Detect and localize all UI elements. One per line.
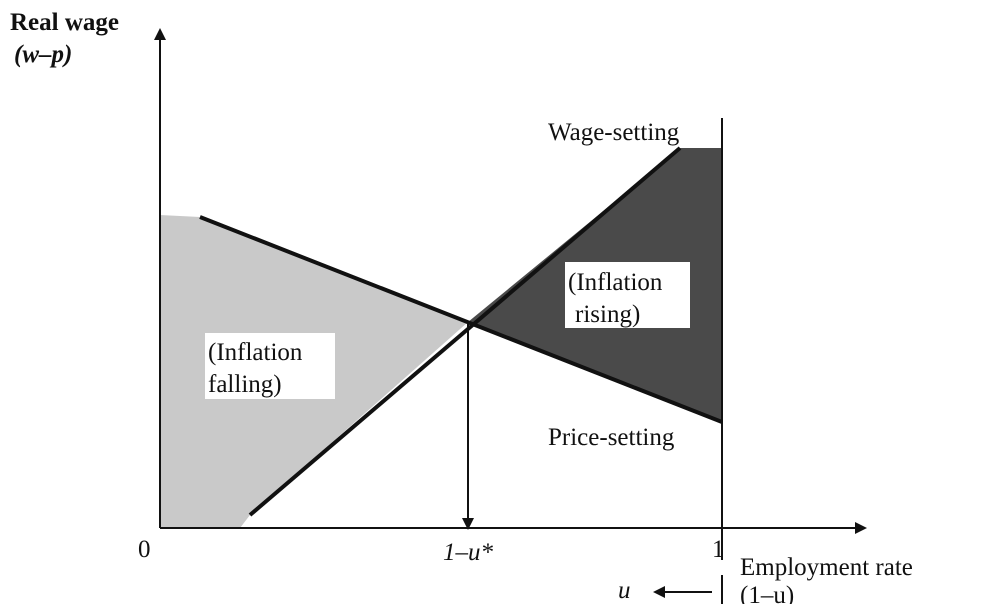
label-bg [565, 262, 690, 328]
region-label: rising) [575, 301, 640, 328]
y-label: Real wage [10, 9, 119, 36]
wage-setting-line [248, 146, 682, 517]
equilibrium-label: 1–u* [443, 539, 494, 566]
region-label: (Inflation [568, 269, 663, 296]
origin-label: 0 [138, 536, 151, 563]
price-setting-line [199, 215, 723, 424]
wage-setting-label: Wage-setting [548, 119, 680, 146]
u-label: u [618, 577, 631, 604]
price-setting-label: Price-setting [548, 424, 675, 451]
x-symbol: (1–u) [740, 582, 794, 604]
full-label: 1 [712, 536, 725, 563]
region-label: falling) [208, 371, 282, 398]
x-label: Employment rate [740, 554, 913, 581]
region-label: (Inflation [208, 339, 303, 366]
y-symbol: (w–p) [14, 41, 72, 68]
label-bg [205, 333, 335, 399]
